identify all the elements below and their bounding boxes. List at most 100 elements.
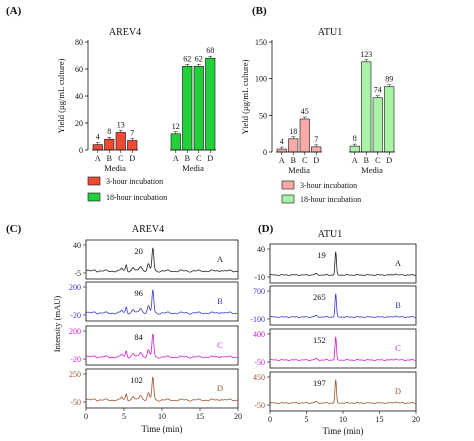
y-tick-label: 200 bbox=[69, 283, 81, 292]
chromatogram-strip-d: 450 -50 197 D bbox=[253, 371, 417, 412]
strip-frame bbox=[269, 243, 417, 284]
y-tick-label: 700 bbox=[253, 287, 265, 296]
bar bbox=[182, 66, 193, 151]
y-axis-label: Intensity (mAU) bbox=[52, 296, 62, 353]
peak-label: 102 bbox=[130, 375, 143, 385]
x-tick-label: C bbox=[375, 156, 380, 165]
y-tick-label: 20 bbox=[75, 119, 83, 128]
x-tick-label: 10 bbox=[339, 415, 347, 424]
legend-label: 3-hour incubation bbox=[300, 181, 357, 190]
sample-letter: C bbox=[395, 343, 401, 353]
strip-frame bbox=[269, 285, 417, 326]
y-tick-label: 0 bbox=[263, 148, 267, 157]
data-label: 7 bbox=[314, 135, 318, 144]
y-axis-label: Yield (µg/mL culture) bbox=[56, 58, 66, 133]
chromatogram-trace bbox=[269, 336, 417, 361]
bar bbox=[104, 138, 115, 151]
chromatogram-strip-c: 400 -50 152 C bbox=[253, 328, 417, 369]
x-tick-label: B bbox=[364, 156, 369, 165]
chromatogram-strip-c: 200 -20 84 C bbox=[69, 325, 239, 366]
x-tick-label: A bbox=[173, 154, 179, 163]
bar bbox=[127, 140, 138, 151]
trace-panel-atu1: (D) ATU1 40 -10 19 A 700 -100 265 B 400 -50 152 C 450 -… bbox=[250, 223, 420, 436]
sample-letter: B bbox=[395, 300, 401, 310]
y-tick-label: -20 bbox=[70, 311, 81, 320]
x-tick-label: 15 bbox=[376, 415, 384, 424]
bar bbox=[311, 146, 322, 153]
chromatogram-strip-b: 700 -100 265 B bbox=[250, 285, 417, 326]
x-axis-label: Media bbox=[288, 165, 310, 175]
data-label: 74 bbox=[374, 86, 382, 95]
y-tick-label: -50 bbox=[254, 401, 265, 410]
peak-label: 19 bbox=[317, 250, 326, 260]
bar bbox=[170, 133, 181, 151]
legend-swatch bbox=[281, 194, 295, 204]
x-tick-label: B bbox=[291, 156, 296, 165]
peak-label: 197 bbox=[313, 378, 326, 388]
y-tick-label: 40 bbox=[75, 92, 83, 101]
y-tick-label: -20 bbox=[70, 355, 81, 364]
y-tick-label: 100 bbox=[255, 75, 267, 84]
strip-frame bbox=[85, 239, 239, 280]
y-tick-label: 40 bbox=[257, 245, 265, 254]
trace-panel-arev4: (C) AREV440-520A200-2096B200-2084C250-501… bbox=[6, 223, 242, 434]
bar bbox=[115, 132, 126, 151]
x-tick-label: D bbox=[129, 154, 135, 163]
peak-label: 265 bbox=[313, 292, 326, 302]
data-label: 123 bbox=[360, 50, 372, 59]
chart-title: AREV4 bbox=[109, 27, 141, 38]
data-label: 8 bbox=[107, 127, 111, 136]
peak-label: 96 bbox=[134, 288, 143, 298]
chart-title: ATU1 bbox=[318, 229, 342, 240]
x-tick-label: 5 bbox=[122, 412, 126, 421]
x-tick-label: C bbox=[118, 154, 123, 163]
legend-label: 3-hour incubation bbox=[106, 177, 163, 186]
chromatogram-strip-b: 200 -20 96 B bbox=[69, 281, 239, 322]
data-label: 45 bbox=[301, 107, 309, 116]
sample-letter: D bbox=[395, 386, 401, 396]
data-label: 4 bbox=[96, 133, 100, 142]
y-tick-label: -5 bbox=[74, 269, 81, 278]
data-label: 8 bbox=[353, 134, 357, 143]
chromatogram-trace bbox=[269, 379, 417, 404]
y-tick-label: 0 bbox=[79, 146, 83, 155]
legend-label: 18-hour incubation bbox=[300, 195, 361, 204]
x-tick-label: 15 bbox=[196, 412, 204, 421]
legend-label: 18-hour incubation bbox=[106, 193, 167, 202]
y-tick-label: -100 bbox=[250, 315, 265, 324]
bar bbox=[372, 97, 383, 153]
data-label: 89 bbox=[385, 75, 393, 84]
data-label: 68 bbox=[206, 46, 214, 55]
strip-frame bbox=[85, 325, 239, 366]
chromatogram-trace bbox=[85, 289, 239, 315]
legend-swatch bbox=[281, 180, 295, 190]
x-tick-label: C bbox=[302, 156, 307, 165]
x-tick-label: A bbox=[279, 156, 285, 165]
x-tick-label: D bbox=[313, 156, 319, 165]
x-tick-label: D bbox=[207, 154, 213, 163]
bar-panel-atu1: (B) ATU1 0 50 100 150 Yield (µg/mL culture) 4 A 1… bbox=[240, 5, 395, 204]
data-label: 7 bbox=[130, 129, 134, 138]
y-tick-label: 50 bbox=[259, 111, 267, 120]
x-tick-label: 20 bbox=[234, 412, 242, 421]
peak-label: 152 bbox=[313, 335, 326, 345]
chromatogram-strip-d: 250 -50 102 D bbox=[69, 368, 239, 409]
panel-letter: (B) bbox=[252, 5, 267, 17]
chromatogram-trace bbox=[269, 293, 417, 318]
bar bbox=[193, 66, 204, 151]
x-tick-label: 20 bbox=[412, 415, 420, 424]
x-axis-label: Media bbox=[182, 163, 204, 173]
x-tick-label: B bbox=[185, 154, 190, 163]
bar bbox=[361, 61, 372, 153]
x-tick-label: 10 bbox=[158, 412, 166, 421]
data-label: 62 bbox=[183, 54, 191, 63]
x-tick-label: 0 bbox=[84, 412, 88, 421]
x-tick-label: D bbox=[386, 156, 392, 165]
chromatogram-trace bbox=[85, 376, 239, 402]
x-tick-label: 5 bbox=[305, 415, 309, 424]
chart-title: AREV4 bbox=[132, 224, 164, 235]
y-tick-label: -50 bbox=[70, 398, 81, 407]
data-label: 12 bbox=[172, 122, 180, 131]
